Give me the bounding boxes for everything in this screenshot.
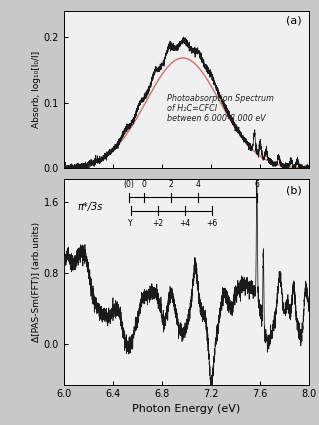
- Text: 0: 0: [141, 180, 146, 189]
- Text: +6: +6: [206, 218, 218, 228]
- Text: 4: 4: [195, 180, 200, 189]
- Text: +2: +2: [152, 218, 163, 228]
- Y-axis label: Δ[PAS-Sm(FFT)] (arb.units): Δ[PAS-Sm(FFT)] (arb.units): [32, 222, 41, 342]
- Text: (0): (0): [123, 180, 134, 189]
- Text: π*/3s: π*/3s: [77, 202, 103, 212]
- Text: 6: 6: [254, 180, 259, 189]
- Text: Photoabsorption Spectrum
of H₂C=CFCl
between 6.000-8.000 eV: Photoabsorption Spectrum of H₂C=CFCl bet…: [167, 94, 274, 123]
- Y-axis label: Absorb, log₁₀[I₀/I]: Absorb, log₁₀[I₀/I]: [32, 51, 41, 128]
- Text: 2: 2: [168, 180, 173, 189]
- Text: +4: +4: [179, 218, 190, 228]
- Text: Y: Y: [129, 218, 133, 228]
- X-axis label: Photon Energy (eV): Photon Energy (eV): [132, 404, 241, 414]
- Text: (a): (a): [286, 15, 302, 26]
- Text: (b): (b): [286, 186, 302, 196]
